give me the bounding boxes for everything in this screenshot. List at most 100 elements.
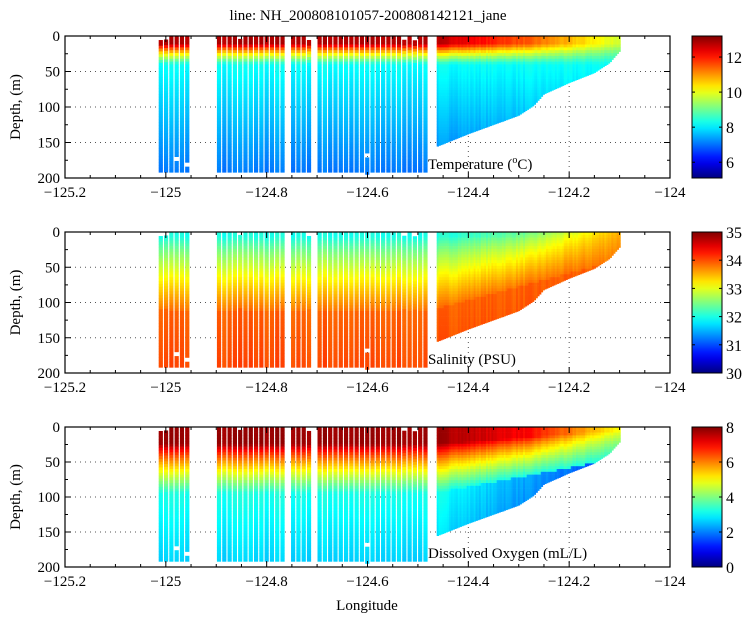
data-cell: [301, 129, 306, 133]
data-cell: [174, 149, 179, 153]
data-cell: [158, 340, 163, 344]
profile-column: [396, 36, 402, 173]
data-cell: [354, 84, 359, 88]
data-cell: [554, 44, 558, 48]
data-cell: [514, 38, 517, 42]
data-cell: [328, 101, 333, 105]
data-cell: [537, 53, 540, 57]
data-cell: [443, 87, 447, 91]
data-cell: [296, 84, 301, 88]
data-cell: [436, 118, 439, 122]
data-cell: [227, 115, 232, 119]
data-cell: [216, 98, 222, 102]
data-cell: [464, 41, 468, 45]
data-cell: [306, 167, 312, 171]
data-cell: [484, 89, 487, 94]
data-cell: [464, 92, 468, 96]
data-cell: [328, 84, 333, 88]
data-cell: [391, 121, 396, 125]
data-cell: [343, 112, 349, 116]
data-cell: [471, 92, 475, 96]
data-cell: [503, 70, 507, 74]
data-cell: [280, 70, 285, 74]
data-cell: [477, 58, 480, 62]
data-cell: [540, 36, 544, 40]
profile-column: [606, 36, 609, 65]
data-cell: [396, 126, 402, 131]
data-cell: [482, 126, 485, 129]
data-cell: [381, 38, 386, 42]
data-cell: [216, 67, 222, 71]
data-cell: [456, 118, 459, 122]
data-cell: [216, 155, 222, 159]
data-cell: [354, 55, 359, 60]
data-cell: [535, 41, 538, 45]
data-cell: [243, 143, 248, 148]
data-cell: [322, 126, 327, 131]
data-cell: [546, 38, 549, 42]
data-cell: [546, 72, 549, 77]
data-cell: [440, 92, 443, 96]
data-cell: [471, 75, 475, 79]
data-cell: [526, 58, 529, 62]
data-cell: [567, 75, 570, 79]
data-cell: [526, 55, 529, 60]
data-cell: [503, 98, 507, 102]
data-cell: [463, 72, 466, 77]
data-cell: [317, 158, 322, 162]
data-cell: [579, 67, 582, 71]
data-cell: [169, 118, 174, 122]
data-cell: [440, 121, 443, 125]
data-cell: [507, 64, 510, 68]
data-cell: [301, 138, 306, 142]
data-cell: [158, 281, 163, 285]
data-cell: [418, 143, 423, 148]
data-cell: [443, 50, 447, 54]
data-cell: [185, 169, 190, 173]
data-cell: [322, 89, 327, 94]
data-cell: [546, 81, 549, 85]
data-cell: [569, 64, 572, 68]
data-cell: [269, 89, 275, 94]
data-cell: [500, 36, 503, 40]
data-cell: [450, 124, 454, 128]
data-cell: [343, 152, 349, 156]
data-cell: [466, 132, 469, 135]
data-cell: [553, 67, 556, 71]
profile-column: [584, 36, 588, 77]
data-cell: [185, 166, 190, 170]
data-cell: [349, 98, 354, 102]
data-cell: [248, 135, 253, 139]
data-cell: [459, 126, 462, 131]
data-cell: [264, 166, 269, 170]
data-cell: [375, 61, 380, 65]
data-cell: [343, 129, 349, 133]
data-cell: [494, 72, 498, 77]
profile-column: [179, 36, 185, 173]
data-cell: [158, 105, 163, 109]
data-cell: [412, 151, 417, 155]
data-cell: [514, 67, 517, 71]
data-cell: [418, 146, 423, 150]
data-cell: [503, 92, 507, 96]
data-cell: [169, 61, 174, 65]
data-cell: [280, 67, 285, 71]
data-cell: [232, 64, 238, 68]
data-cell: [507, 58, 510, 62]
data-cell: [386, 72, 391, 77]
data-cell: [407, 152, 412, 156]
data-cell: [370, 55, 375, 60]
data-cell: [470, 118, 473, 122]
profile-column: [600, 36, 604, 69]
data-cell: [306, 54, 312, 58]
data-cell: [486, 53, 489, 57]
data-cell: [535, 92, 538, 96]
data-cell: [275, 53, 280, 57]
data-cell: [493, 98, 496, 102]
data-cell: [558, 36, 561, 40]
data-cell: [505, 89, 508, 94]
data-cell: [454, 135, 457, 139]
data-cell: [535, 55, 538, 60]
data-cell: [560, 50, 563, 54]
data-cell: [328, 115, 333, 119]
